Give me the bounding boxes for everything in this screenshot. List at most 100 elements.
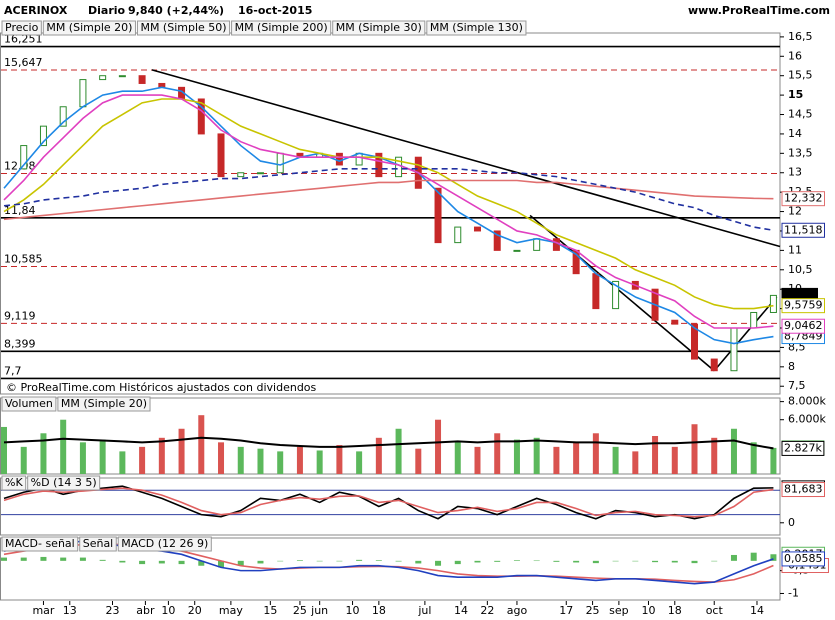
panel-frame (0, 537, 781, 601)
legend-box (79, 536, 117, 552)
panel-frame (0, 477, 781, 536)
bar (454, 442, 461, 474)
bar (277, 451, 284, 474)
x-tick-label: 18 (668, 604, 682, 617)
bar (513, 439, 520, 474)
x-tick-label: oct (706, 604, 724, 617)
legend-box (1, 20, 42, 36)
legend-box (231, 20, 332, 36)
candle (237, 172, 245, 178)
bar (671, 560, 678, 563)
candle (473, 226, 481, 232)
bar (158, 437, 165, 474)
bar (316, 560, 323, 562)
bar (277, 560, 284, 562)
y-tick-label: 13,5 (788, 146, 813, 159)
value-label: 12,332 (784, 192, 823, 205)
value-label-box (781, 318, 825, 334)
trend-line (151, 69, 781, 248)
bar (237, 446, 244, 474)
bar (296, 446, 303, 474)
series-line (3, 487, 774, 518)
candle (138, 75, 146, 84)
bar (257, 448, 264, 474)
bar (474, 446, 481, 474)
bar (178, 428, 185, 474)
legend-box (57, 396, 151, 412)
legend-label: MACD (12 26 9) (121, 537, 208, 550)
level-label: 16,251 (4, 33, 43, 46)
bar (336, 560, 343, 562)
x-tick-label: may (219, 604, 243, 617)
y-tick-label: 16,5 (788, 30, 813, 43)
series-line (3, 94, 774, 329)
bar (750, 552, 757, 561)
legend-label: MM (Simple 20) (61, 397, 147, 410)
legend-label: MM (Simple 20) (46, 21, 132, 34)
candle (99, 75, 107, 81)
bar (119, 451, 126, 474)
bar (553, 446, 560, 474)
bar (218, 560, 225, 568)
y-tick-label: 14 (788, 127, 802, 140)
bar (1, 557, 7, 561)
value-label: 9,5759 (784, 299, 823, 312)
bar (652, 436, 659, 474)
x-tick-label: abr (136, 604, 155, 617)
bar (178, 560, 185, 565)
series-line (3, 179, 774, 221)
legend-label: MM (Simple 130) (430, 21, 523, 34)
bar (395, 560, 402, 562)
legend-box (42, 20, 136, 36)
value-label-box (781, 191, 825, 207)
y-tick-label: 16 (788, 49, 802, 62)
legend-box (1, 475, 27, 491)
bar (435, 419, 442, 474)
candle (454, 226, 462, 244)
bar (257, 560, 264, 564)
bar (770, 447, 777, 474)
candle (355, 152, 363, 166)
series-line (3, 436, 774, 450)
series-line (3, 98, 774, 310)
y-tick-label: 12 (788, 205, 802, 218)
x-tick-label: 23 (106, 604, 120, 617)
trend-line (529, 214, 715, 372)
y-tick-label: 15 (788, 88, 803, 101)
legend-label: Señal (83, 537, 114, 550)
level-label: 8,399 (4, 337, 36, 350)
bar (375, 560, 382, 561)
x-tick-label: jul (417, 604, 431, 617)
y-tick-label: 6.000k (788, 413, 826, 426)
x-tick-label: 10 (641, 604, 655, 617)
candle (39, 125, 47, 147)
bar (691, 560, 698, 564)
x-tick-label: 25 (293, 604, 307, 617)
bar (336, 445, 343, 474)
bar (711, 437, 718, 474)
symbol: ACERINOX (4, 4, 68, 17)
legend-box (426, 20, 527, 36)
legend-label: Precio (5, 21, 39, 34)
site: www.ProRealTime.com (688, 4, 830, 17)
value-label: 81,683 (784, 483, 823, 496)
legend-label: MACD- señal (5, 537, 75, 550)
candle (612, 280, 620, 310)
bar (750, 442, 757, 474)
bar (533, 437, 540, 474)
bar (356, 451, 363, 474)
x-tick-label: 14 (454, 604, 468, 617)
series-line (3, 168, 774, 232)
y-tick-label: 0 (788, 516, 795, 529)
value-label: 2.827k (784, 441, 822, 454)
candle (592, 273, 600, 310)
bar (60, 557, 67, 561)
bar (218, 442, 225, 474)
legend-label: Volumen (5, 397, 53, 410)
legend-label: MM (Simple 30) (336, 21, 422, 34)
value-label-box (781, 551, 825, 567)
y-tick-label: 13 (788, 166, 802, 179)
bar (316, 450, 323, 474)
bar (494, 433, 501, 474)
